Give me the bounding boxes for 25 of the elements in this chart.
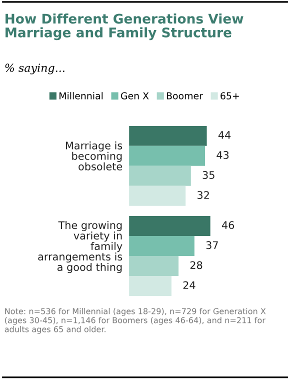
data-label: 37 [206,241,218,250]
legend-label: Boomer [166,92,203,100]
legend-label: Gen X [120,92,149,100]
y-tick-label: The growing variety in family arrangements is a good thing [38,221,122,274]
data-label: 24 [183,281,196,289]
bar [129,186,186,206]
data-label: 44 [218,131,231,139]
bar [129,276,172,296]
bar [129,236,194,256]
data-label: 32 [198,191,209,199]
bar [129,256,179,276]
bar [129,146,206,166]
data-label: 46 [222,221,234,230]
data-label: 43 [216,151,229,159]
legend-label: 65+ [220,92,239,100]
data-label: 35 [202,171,214,179]
y-tick-label: Marriage is becoming obsolete [66,141,122,170]
data-label: 28 [190,261,202,270]
text: Note: n=536 for Millennial (ages 18-29), n=729 for Generation X (ages 30-45), n=1,146 for Boomers (ages 46-64), and n=211 for adults ages 65 and older. [4,308,266,334]
chart-title: How Different Generations View Marriage and Family Structure [6,13,244,40]
bar [129,166,191,186]
bar [129,216,210,236]
bar [129,126,207,146]
text: % saying... [5,64,64,74]
legend-label: Millennial [60,92,103,100]
